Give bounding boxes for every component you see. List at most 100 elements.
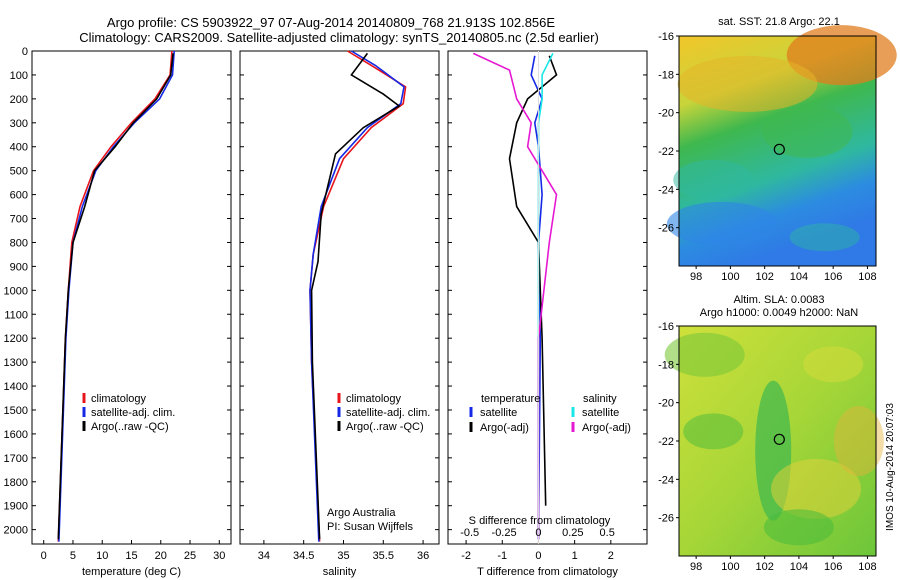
- salinity-xtick-label: 34: [258, 550, 270, 562]
- sst_map-lon-tick-label: 100: [721, 271, 739, 283]
- difference-xtick-label: 0: [535, 550, 541, 562]
- sla_map-field-patch: [803, 346, 864, 383]
- sst_map-lon-tick-label: 106: [824, 271, 842, 283]
- sst_map-field-patch: [673, 159, 754, 200]
- sla_map-field-patch: [683, 413, 744, 450]
- salinity-axes-frame: [239, 50, 440, 545]
- temperature-xtick-label: 5: [70, 550, 76, 562]
- sla-map-panel: -16 -18 -20 -22 -24 -26 98 100 102 104 106 108 Altim…: [658, 294, 884, 573]
- salinity-diff-tick-label: -0.25: [492, 527, 517, 539]
- sst_map-lon-tick-label: 108: [858, 271, 876, 283]
- depth-tick-label: 1700: [4, 453, 28, 465]
- salinity-series-line: [309, 50, 407, 542]
- legend-entry: Argo(..raw -QC): [91, 421, 169, 433]
- depth-tick-label: 1200: [4, 333, 28, 345]
- depth-tick-label: 600: [10, 190, 28, 202]
- depth-tick-label: 1600: [4, 429, 28, 441]
- temperature-xtick-label: 30: [213, 550, 225, 562]
- sla_map-lat-tick-label: -16: [658, 321, 674, 333]
- depth-tick-label: 1100: [4, 309, 28, 321]
- sla_map-field-patch: [763, 509, 834, 546]
- salinity-panel: 34 34.5 35 35.5 36 salinity climatology satelli…: [239, 50, 440, 578]
- sst_map-lat-tick-label: -20: [658, 108, 674, 120]
- sla_map-lat-tick-label: -26: [658, 513, 674, 525]
- temperature-xtick-label: 0: [41, 550, 47, 562]
- sla_map-argo-location-marker: [773, 433, 785, 445]
- depth-tick-label: 100: [10, 70, 28, 82]
- difference-series-line: [472, 52, 558, 540]
- difference-series-line: [508, 55, 558, 506]
- legend-entry: satellite: [582, 407, 619, 419]
- depth-tick-label: 1800: [4, 477, 28, 489]
- difference-xtick-label: -2: [461, 550, 471, 562]
- temperature-xtick-label: 20: [155, 550, 167, 562]
- difference-xtick-label: -1: [497, 550, 507, 562]
- sst_map-lat-tick-label: -22: [658, 146, 674, 158]
- sla_map-lon-tick-label: 108: [858, 561, 876, 573]
- difference-xlabel: T difference from climatology: [477, 566, 618, 578]
- sst_map-lon-tick-label: 98: [690, 271, 702, 283]
- sla_map-field-patch: [833, 406, 884, 476]
- depth-tick-label: 1400: [4, 381, 28, 393]
- sst_map-lat-tick-label: -24: [658, 184, 674, 196]
- temperature-xtick-label: 15: [125, 550, 137, 562]
- sla-map-title-line-2: Argo h1000: 0.0049 h2000: NaN: [700, 307, 858, 319]
- difference-axes-frame: [447, 50, 648, 545]
- annotation-argo-australia: Argo Australia: [327, 507, 396, 519]
- sst_map-field-patch: [762, 105, 853, 158]
- sla_map-lat-tick-label: -18: [658, 359, 674, 371]
- depth-tick-label: 900: [10, 261, 28, 273]
- sla_map-lon-tick-label: 98: [690, 561, 702, 573]
- salinity-diff-tick-label: 0.25: [562, 527, 583, 539]
- depth-tick-label: 800: [10, 237, 28, 249]
- sst_map-lon-tick-label: 104: [790, 271, 808, 283]
- annotation-pi: PI: Susan Wijffels: [327, 521, 413, 533]
- sst_map-lat-tick-label: -26: [658, 223, 674, 235]
- legend-entry: climatology: [346, 393, 402, 405]
- sla_map-lon-tick-label: 100: [721, 561, 739, 573]
- legend-entry: climatology: [91, 393, 147, 405]
- legend-entry: satellite: [480, 407, 517, 419]
- legend-entry: satellite-adj. clim.: [346, 407, 430, 419]
- salinity-diff-tick-label: -0.5: [460, 527, 479, 539]
- sst_map-lon-tick-label: 102: [755, 271, 773, 283]
- depth-tick-label: 400: [10, 142, 28, 154]
- sst-map-panel: -16 -18 -20 -22 -24 -26 98 100 102 104 106 108 sat. …: [658, 16, 897, 283]
- salinity-xtick-label: 34.5: [293, 550, 314, 562]
- salinity-xlabel: salinity: [323, 566, 357, 578]
- depth-tick-label: 1900: [4, 501, 28, 513]
- sst_map-argo-location-marker: [773, 143, 785, 155]
- difference-top-label: S difference from climatology: [469, 515, 611, 527]
- salinity-diff-tick-label: 0.5: [600, 527, 615, 539]
- depth-tick-label: 300: [10, 118, 28, 130]
- sst_map-field-patch: [677, 55, 818, 112]
- temperature-series-line: [58, 50, 175, 542]
- depth-tick-label: 0: [22, 46, 28, 58]
- salinity-xtick-label: 35: [337, 550, 349, 562]
- legend-title-salinity: salinity: [583, 393, 617, 405]
- sst_map-lat-tick-label: -16: [658, 31, 674, 43]
- sst_map-field-patch: [786, 25, 897, 86]
- temperature-xtick-label: 25: [184, 550, 196, 562]
- sla-map-title-line-1: Altim. SLA: 0.0083: [733, 294, 824, 306]
- legend-title-temperature: temperature: [481, 393, 540, 405]
- sla_map-lat-tick-label: -22: [658, 436, 674, 448]
- legend-entry: Argo(-adj): [480, 422, 529, 434]
- temperature-series-line: [57, 50, 173, 542]
- legend-entry: Argo(..raw -QC): [346, 421, 424, 433]
- depth-tick-label: 700: [10, 214, 28, 226]
- sla_map-field-patch: [771, 458, 862, 519]
- depth-tick-label: 500: [10, 166, 28, 178]
- sla_map-lon-tick-label: 106: [824, 561, 842, 573]
- sla_map-lat-tick-label: -24: [658, 474, 674, 486]
- salinity-xtick-label: 35.5: [373, 550, 394, 562]
- temperature-panel: 0100200300400500600700800900100011001200…: [4, 46, 232, 578]
- sst_map-field-patch: [666, 201, 777, 246]
- figure-title-line-1: Argo profile: CS 5903922_97 07-Aug-2014 …: [107, 15, 555, 30]
- depth-tick-label: 1300: [4, 357, 28, 369]
- depth-tick-label: 2000: [4, 525, 28, 537]
- difference-xtick-label: 1: [572, 550, 578, 562]
- temperature-series-line: [57, 53, 174, 540]
- sst-map-title: sat. SST: 21.8 Argo: 22.1: [718, 16, 840, 28]
